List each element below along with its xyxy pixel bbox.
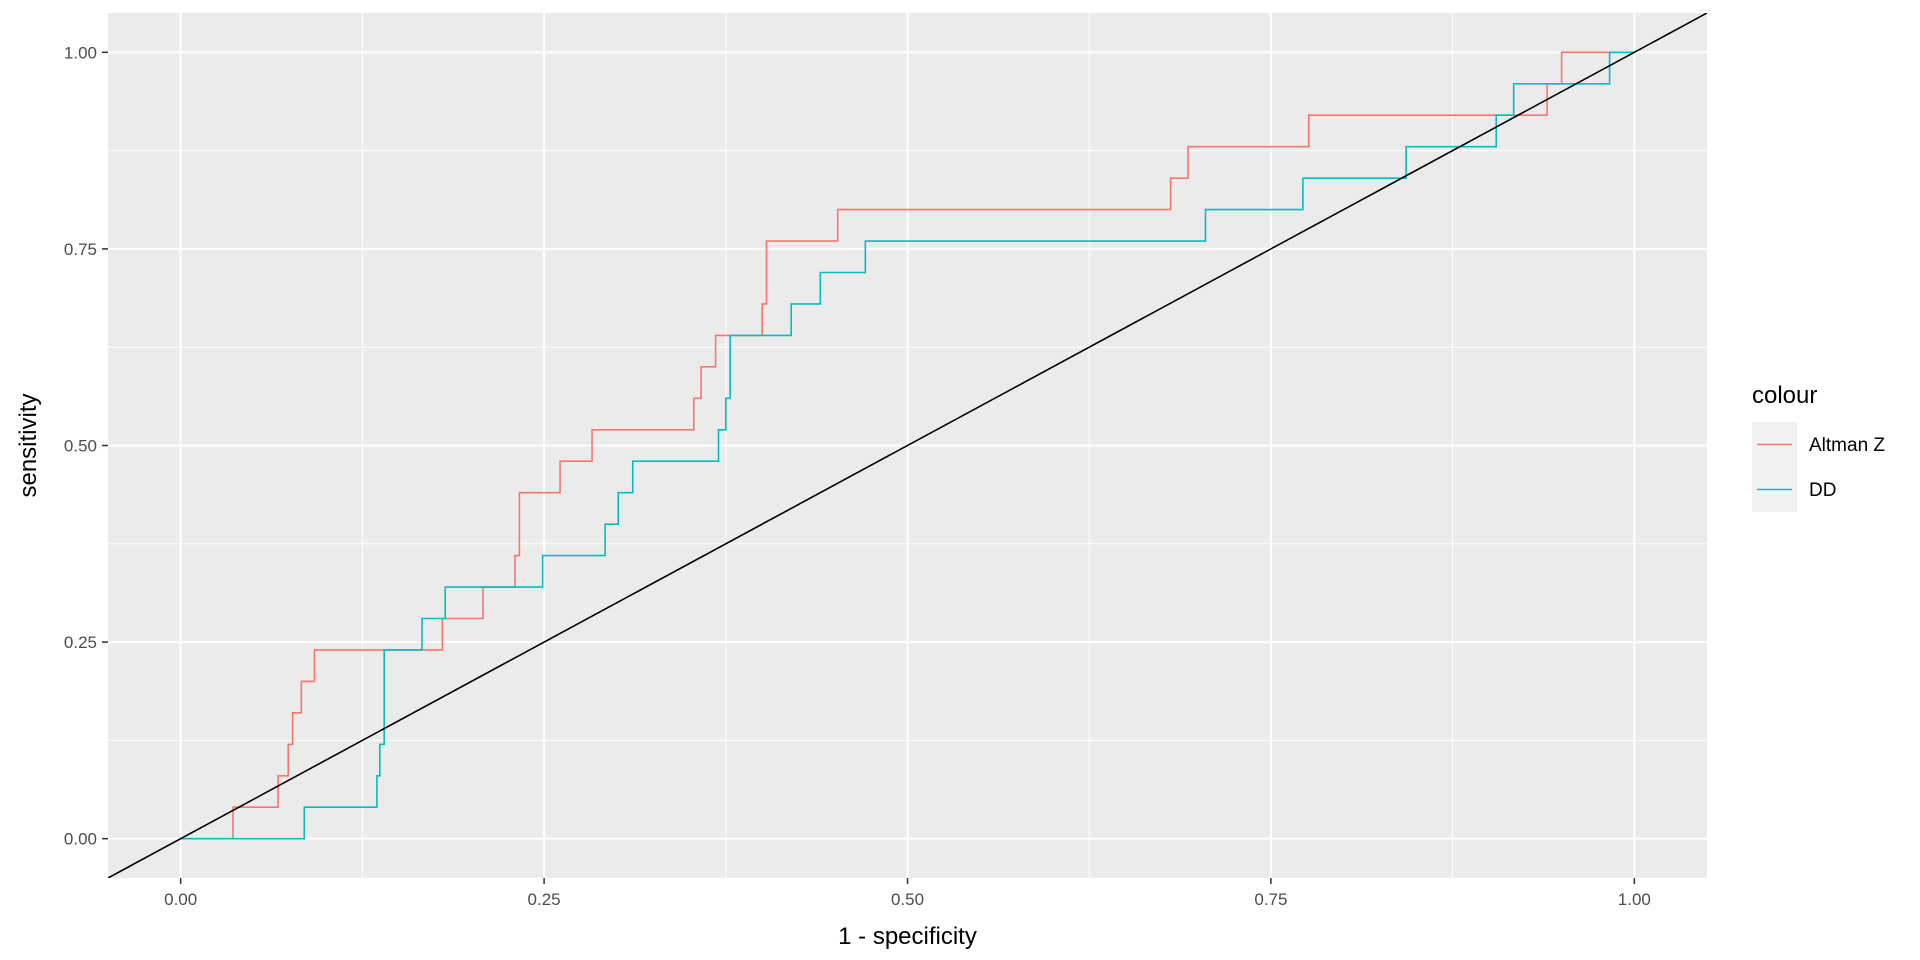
y-tick-label: 0.00 [64, 830, 97, 849]
y-tick-label: 0.25 [64, 633, 97, 652]
x-axis-tick-labels: 0.00 0.25 0.50 0.75 1.00 [164, 890, 1651, 909]
y-tick-label: 0.50 [64, 437, 97, 456]
legend-label-dd: DD [1809, 480, 1836, 501]
y-tick-label: 0.75 [64, 240, 97, 259]
x-tick-label: 0.50 [891, 890, 924, 909]
series-layer [108, 13, 1707, 878]
series-line-dd [180, 51, 1635, 840]
y-axis-ticks [102, 51, 108, 840]
x-axis-title: 1 - specificity [838, 923, 977, 950]
reference-diagonal-line [108, 13, 1707, 878]
x-tick-label: 0.25 [528, 890, 561, 909]
legend-title: colour [1752, 382, 1817, 409]
x-tick-label: 0.00 [164, 890, 197, 909]
x-tick-label: 1.00 [1618, 890, 1651, 909]
y-tick-label: 1.00 [64, 43, 97, 62]
legend: colour Altman Z DD [1752, 382, 1885, 512]
x-tick-label: 0.75 [1254, 890, 1287, 909]
series-line-altman-z [180, 51, 1635, 840]
y-axis-tick-labels: 0.00 0.25 0.50 0.75 1.00 [64, 43, 97, 848]
x-axis-ticks [179, 878, 1636, 884]
y-axis-title: sensitivity [15, 393, 42, 497]
legend-label-altman-z: Altman Z [1809, 435, 1885, 456]
